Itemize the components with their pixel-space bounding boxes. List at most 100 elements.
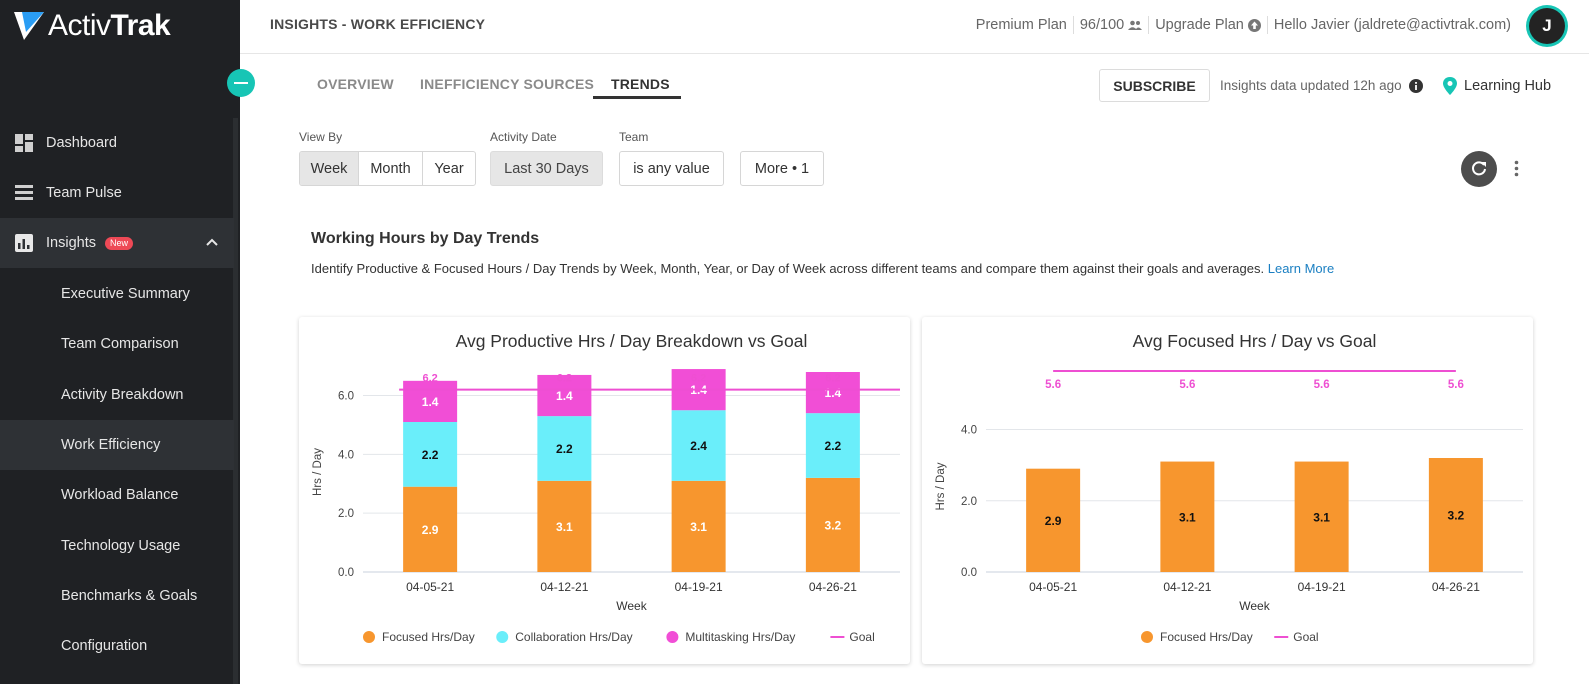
active-tab-indicator (593, 96, 681, 99)
y-tick-label: 4.0 (338, 449, 354, 461)
view-by-month-button[interactable]: Month (359, 152, 423, 185)
bar-value-label: 2.2 (422, 448, 439, 462)
learning-hub-link[interactable]: Learning Hub (1464, 78, 1552, 94)
more-options-icon[interactable] (1514, 160, 1519, 177)
sidebar-item-insights[interactable]: Insights New (0, 218, 234, 268)
bar-value-label: 3.2 (825, 518, 842, 532)
sidebar-item-label: Benchmarks & Goals (61, 588, 198, 604)
x-tick-label: 04-12-21 (540, 580, 588, 594)
sidebar-item-executive-summary[interactable]: Executive Summary (0, 269, 234, 319)
sidebar-item-team-pulse[interactable]: Team Pulse (0, 168, 234, 218)
users-icon (1128, 20, 1143, 30)
team-filter-select[interactable]: is any value (619, 151, 724, 186)
bar-value-label: 2.9 (1045, 514, 1062, 528)
bar-segment (805, 413, 860, 478)
goal-value-label: 6.2 (691, 373, 706, 385)
subscribe-button[interactable]: SUBSCRIBE (1099, 69, 1210, 102)
sidebar-item-configuration[interactable]: Configuration (0, 621, 234, 671)
refresh-button[interactable] (1461, 151, 1497, 187)
x-axis-label: Week (616, 599, 647, 613)
logo-wordmark: ActivTrak (48, 9, 171, 42)
productive-hours-chart: Avg Productive Hrs / Day Breakdown vs Go… (312, 331, 900, 644)
y-tick-label: 6.0 (338, 391, 354, 403)
sidebar-item-work-efficiency[interactable]: Work Efficiency (0, 420, 234, 470)
bar-segment (1294, 461, 1349, 572)
sidebar-item-benchmarks-goals[interactable]: Benchmarks & Goals (0, 571, 234, 621)
y-tick-label: 2.0 (961, 496, 977, 508)
sidebar-item-workload-balance[interactable]: Workload Balance (0, 470, 234, 520)
y-tick-label: 0.0 (961, 567, 977, 579)
activtrak-logo[interactable]: ActivTrak (12, 8, 171, 44)
view-by-year-button[interactable]: Year (434, 160, 464, 177)
upgrade-arrow-icon[interactable] (1247, 18, 1261, 32)
upgrade-plan-link[interactable]: Upgrade Plan (1155, 17, 1244, 33)
bar-segment (537, 416, 592, 481)
view-by-week-button[interactable]: Week (300, 152, 359, 185)
x-tick-label: 04-26-21 (1432, 580, 1480, 594)
team-label: Team (619, 130, 649, 144)
sidebar-item-team-comparison[interactable]: Team Comparison (0, 319, 234, 369)
bar-value-label: 3.1 (556, 520, 573, 534)
bar-segment (403, 486, 458, 572)
collapse-sidebar-button[interactable] (227, 69, 255, 97)
goal-value-label: 5.6 (1179, 379, 1195, 391)
x-tick-label: 04-19-21 (1298, 580, 1346, 594)
bar-segment (671, 410, 726, 481)
bar-value-label: 2.2 (556, 442, 573, 456)
legend-label: Multitasking Hrs/Day (685, 630, 795, 644)
x-tick-label: 04-12-21 (1163, 580, 1211, 594)
bar-value-label: 1.4 (556, 389, 573, 403)
info-icon[interactable] (1409, 79, 1423, 93)
goal-value-label: 6.2 (422, 373, 437, 385)
refresh-icon (1472, 161, 1486, 176)
plan-name: Premium Plan (975, 17, 1067, 33)
sidebar-item-label: Configuration (61, 638, 148, 654)
goal-value-label: 5.6 (1045, 379, 1061, 391)
legend-swatch (666, 631, 679, 643)
bar-segment (403, 422, 458, 487)
productive-hours-chart-card: Avg Productive Hrs / Day Breakdown vs Go… (299, 317, 910, 664)
sidebar-item-dashboard[interactable]: Dashboard (0, 118, 234, 168)
x-tick-label: 04-26-21 (809, 580, 857, 594)
activity-date-select[interactable]: Last 30 Days (490, 151, 603, 186)
bar-value-label: 1.4 (825, 386, 842, 400)
bar-segment (537, 480, 592, 572)
new-badge: New (105, 237, 134, 250)
sidebar-scrollbar[interactable] (233, 118, 238, 684)
sidebar-item-label: Work Efficiency (61, 437, 161, 453)
bar-value-label: 2.9 (422, 523, 439, 537)
bar-value-label: 3.2 (1448, 509, 1465, 523)
learn-more-link[interactable]: Learn More (1267, 261, 1335, 276)
tab-trends[interactable]: TRENDS (611, 76, 670, 92)
sidebar-item-label: Executive Summary (61, 286, 190, 302)
sidebar-item-label: Team Comparison (61, 336, 179, 352)
chart-title: Avg Productive Hrs / Day Breakdown vs Go… (456, 331, 808, 351)
bar-segment (1160, 461, 1215, 572)
location-pin-icon (1443, 77, 1457, 95)
legend-label: Focused Hrs/Day (382, 630, 475, 644)
section-description: Identify Productive & Focused Hours / Da… (311, 261, 1334, 276)
sidebar-item-label: Dashboard (46, 135, 117, 151)
tab-inefficiency-sources[interactable]: INEFFICIENCY SOURCES (420, 76, 595, 92)
chevron-up-icon[interactable] (206, 238, 218, 246)
goal-value-label: 6.2 (557, 373, 572, 385)
user-greeting[interactable]: Hello Javier (jaldrete@activtrak.com) (1273, 17, 1511, 33)
bar-value-label: 3.1 (690, 520, 707, 534)
sidebar-item-activity-breakdown[interactable]: Activity Breakdown (0, 370, 234, 420)
sidebar: ActivTrak Dashboard Team Pulse Insights … (0, 0, 240, 684)
view-by-label: View By (299, 130, 343, 144)
legend-label: Goal (1293, 630, 1318, 644)
y-tick-label: 0.0 (338, 567, 354, 579)
y-tick-label: 2.0 (338, 508, 354, 520)
legend-label: Goal (849, 630, 874, 644)
bar-segment (805, 477, 860, 572)
more-filters-button[interactable]: More • 1 (740, 151, 824, 186)
tab-overview[interactable]: OVERVIEW (317, 76, 394, 92)
sidebar-item-technology-usage[interactable]: Technology Usage (0, 521, 234, 571)
divider (1266, 16, 1268, 34)
goal-value-label: 6.2 (825, 373, 840, 385)
avatar[interactable]: J (1526, 5, 1568, 47)
bar-value-label: 2.4 (690, 439, 707, 453)
divider (1072, 16, 1074, 34)
goal-value-label: 5.6 (1448, 379, 1464, 391)
